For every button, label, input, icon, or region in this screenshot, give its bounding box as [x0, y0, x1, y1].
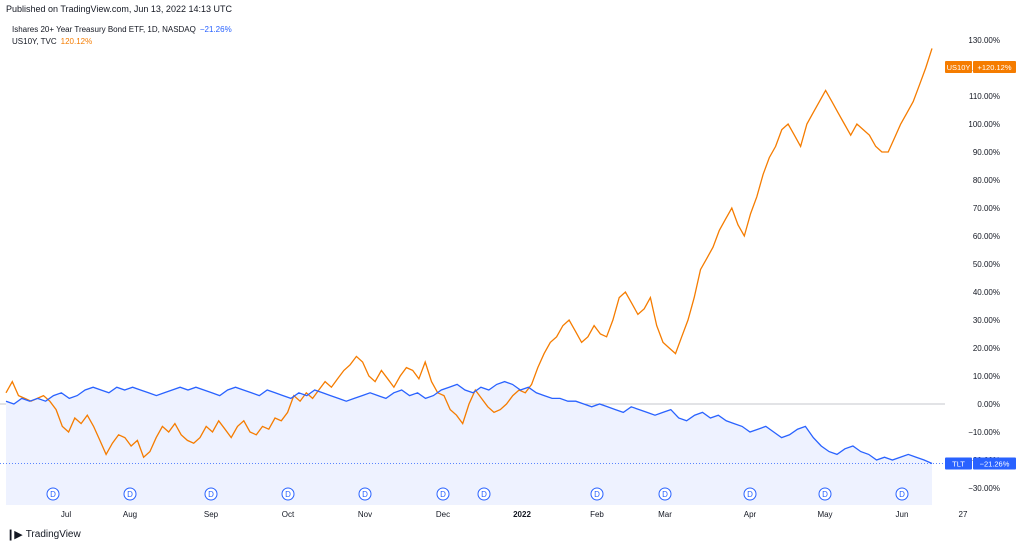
svg-text:D: D	[362, 490, 368, 499]
svg-text:D: D	[481, 490, 487, 499]
time-scale[interactable]: Jul Aug Sep Oct Nov Dec 2022 Feb Mar Apr May Jun 27	[61, 510, 968, 519]
dividend-marker[interactable]: D	[818, 487, 832, 501]
y-tick-label: 0.00%	[977, 400, 1000, 409]
svg-text:D: D	[127, 490, 133, 499]
legend-tlt-name: Ishares 20+ Year Treasury Bond ETF, 1D, …	[12, 25, 196, 34]
x-tick-label: Sep	[204, 510, 219, 519]
svg-text:D: D	[50, 490, 56, 499]
tlt-series-line[interactable]	[5, 380, 933, 465]
y-tick-label: 50.00%	[973, 260, 1000, 269]
legend-us10y-name: US10Y, TVC	[12, 37, 57, 46]
tradingview-wordmark: TradingView	[25, 529, 81, 540]
dividend-marker[interactable]: D	[281, 487, 295, 501]
y-tick-label: 100.00%	[968, 120, 1000, 129]
right-axis-background[interactable]	[945, 18, 1024, 506]
dividend-marker[interactable]: D	[123, 487, 137, 501]
tlt-area-fill	[6, 381, 932, 505]
svg-text:D: D	[594, 490, 600, 499]
x-tick-label: Aug	[123, 510, 137, 519]
dividend-marker[interactable]: D	[658, 487, 672, 501]
y-tick-label: 40.00%	[973, 288, 1000, 297]
svg-text:+120.12%: +120.12%	[978, 63, 1012, 72]
y-tick-label: 30.00%	[973, 316, 1000, 325]
legend-us10y-value: 120.12%	[60, 37, 93, 46]
svg-text:US10Y: US10Y	[947, 63, 971, 72]
svg-text:D: D	[285, 490, 291, 499]
x-tick-label: Jul	[61, 510, 71, 519]
svg-text:D: D	[899, 490, 905, 499]
svg-text:D: D	[747, 490, 753, 499]
y-tick-label: −10.00%	[968, 428, 1000, 437]
dividend-marker[interactable]: D	[358, 487, 372, 501]
svg-text:D: D	[208, 490, 214, 499]
dividend-marker[interactable]: D	[895, 487, 909, 501]
x-tick-label: 2022	[513, 510, 531, 519]
x-tick-label: Oct	[282, 510, 295, 519]
x-tick-label: 27	[959, 510, 968, 519]
x-tick-label: Nov	[358, 510, 372, 519]
y-tick-label: 20.00%	[973, 344, 1000, 353]
svg-text:D: D	[440, 490, 446, 499]
x-tick-label: Feb	[590, 510, 604, 519]
y-tick-label: 70.00%	[973, 204, 1000, 213]
dividend-marker[interactable]: D	[743, 487, 757, 501]
dividend-marker[interactable]: D	[590, 487, 604, 501]
svg-text:D: D	[822, 490, 828, 499]
tlt-last-value-label: TLT −21.26%	[945, 457, 1016, 470]
legend-us10y[interactable]: US10Y, TVC 120.12%	[12, 37, 92, 46]
svg-text:D: D	[662, 490, 668, 499]
x-tick-label: Dec	[436, 510, 450, 519]
y-tick-label: 90.00%	[973, 148, 1000, 157]
y-tick-label: 80.00%	[973, 176, 1000, 185]
dividend-marker[interactable]: D	[204, 487, 218, 501]
y-tick-label: 130.00%	[968, 36, 1000, 45]
x-tick-label: Jun	[896, 510, 909, 519]
x-tick-label: Mar	[658, 510, 672, 519]
svg-text:TLT: TLT	[952, 460, 965, 469]
y-tick-label: −30.00%	[968, 484, 1000, 493]
y-tick-label: 60.00%	[973, 232, 1000, 241]
y-tick-label: 10.00%	[973, 372, 1000, 381]
tradingview-logo-icon: ❙▶	[6, 529, 23, 541]
dividend-marker[interactable]: D	[477, 487, 491, 501]
dividend-marker[interactable]: D	[46, 487, 60, 501]
us10y-last-value-label: US10Y +120.12%	[945, 61, 1016, 73]
legend-tlt-value: −21.26%	[199, 25, 232, 34]
x-tick-label: May	[817, 510, 832, 519]
svg-text:−21.26%: −21.26%	[980, 460, 1010, 469]
legend-tlt[interactable]: Ishares 20+ Year Treasury Bond ETF, 1D, …	[12, 25, 232, 34]
y-tick-label: 110.00%	[969, 92, 1000, 101]
us10y-series-line[interactable]	[5, 48, 933, 459]
dividend-marker[interactable]: D	[436, 487, 450, 501]
published-note: Published on TradingView.com, Jun 13, 20…	[6, 4, 232, 14]
tradingview-footer[interactable]: ❙▶ TradingView	[6, 528, 81, 541]
x-tick-label: Apr	[744, 510, 757, 519]
